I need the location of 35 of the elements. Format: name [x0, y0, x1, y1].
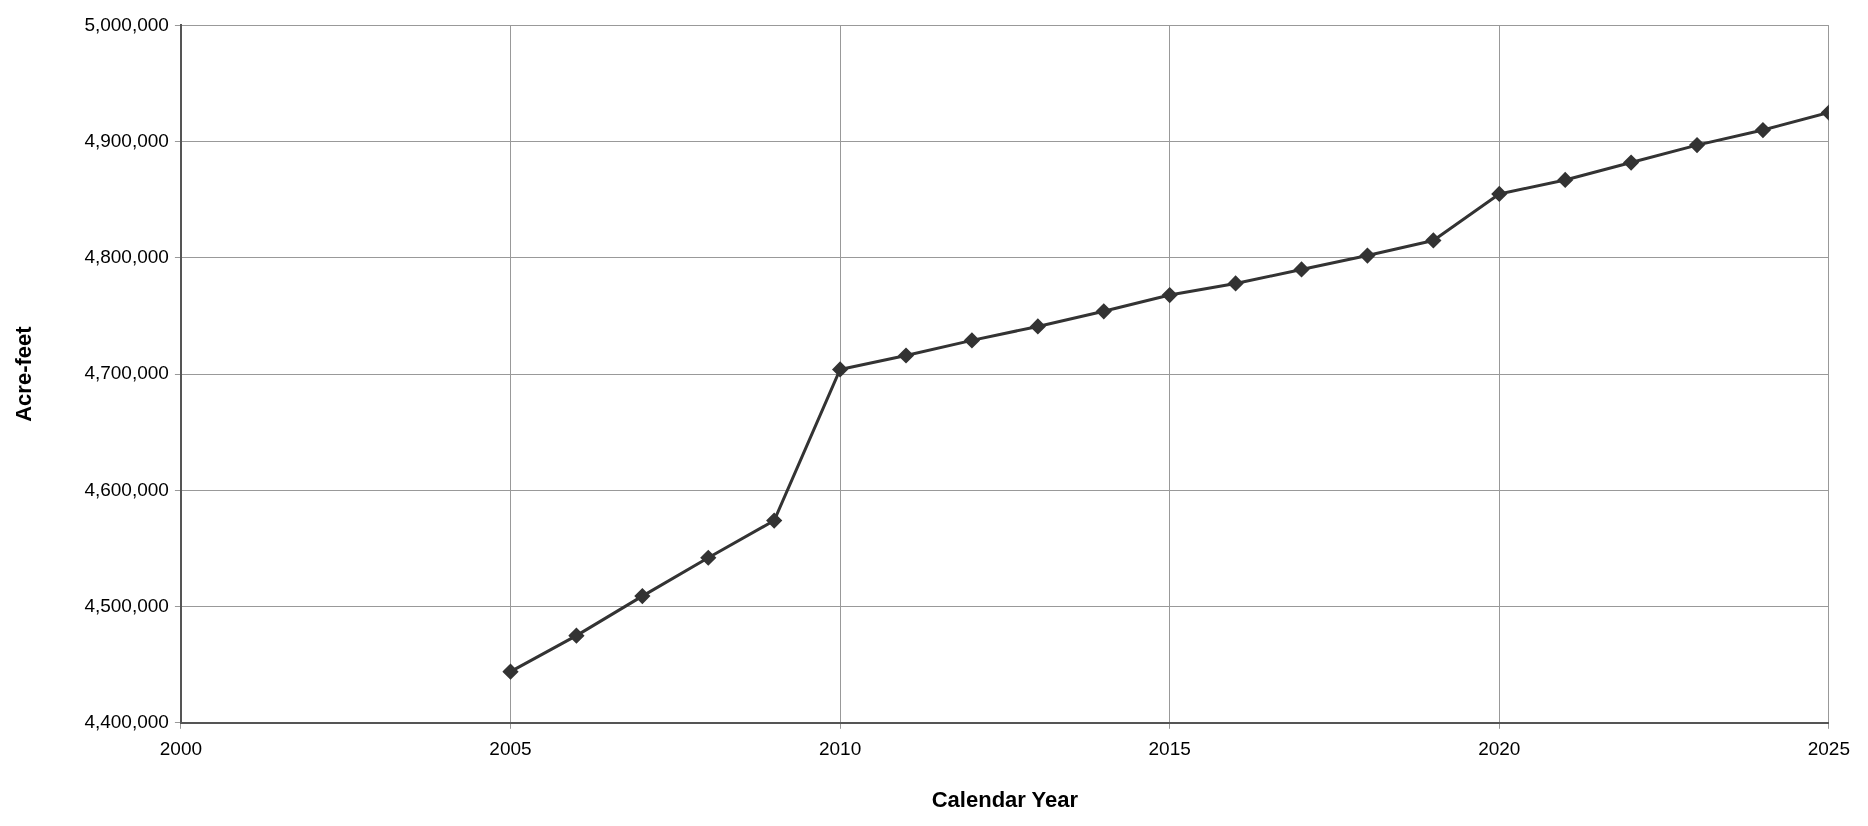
y-axis-title: Acre-feet	[11, 325, 37, 422]
y-tick-label: 4,800,000	[84, 246, 169, 268]
y-tick-label: 4,700,000	[84, 362, 169, 384]
y-tick-label: 4,500,000	[84, 594, 169, 616]
y-tick-label: 4,900,000	[84, 129, 169, 151]
point	[898, 348, 914, 363]
point	[1096, 303, 1112, 319]
point	[766, 513, 782, 529]
x-tick-label: 2005	[489, 738, 532, 760]
point	[1755, 122, 1771, 138]
y-tick-label: 4,400,000	[84, 711, 169, 733]
point	[1359, 248, 1375, 264]
point	[634, 588, 650, 604]
point	[1491, 186, 1507, 202]
x-tick-label: 2025	[1807, 738, 1851, 760]
point	[1030, 318, 1046, 334]
x-tick-label: 2000	[159, 738, 203, 760]
y-tick-label: 5,000,000	[84, 13, 169, 35]
point	[832, 361, 848, 377]
x-tick-label: 2010	[818, 738, 862, 760]
point	[503, 664, 519, 680]
y-tick-label: 4,600,000	[84, 478, 169, 500]
point	[964, 332, 980, 348]
point	[1228, 275, 1244, 291]
point	[700, 550, 716, 566]
x-tick-label: 2015	[1148, 738, 1191, 760]
point	[1689, 137, 1705, 153]
x-axis-title: Calendar Year	[931, 786, 1079, 812]
point	[1425, 232, 1441, 248]
point	[1162, 287, 1178, 303]
point	[568, 628, 584, 644]
point	[1294, 261, 1310, 277]
x-tick-label: 2020	[1478, 738, 1521, 760]
point	[1557, 172, 1573, 188]
point	[1623, 155, 1639, 171]
